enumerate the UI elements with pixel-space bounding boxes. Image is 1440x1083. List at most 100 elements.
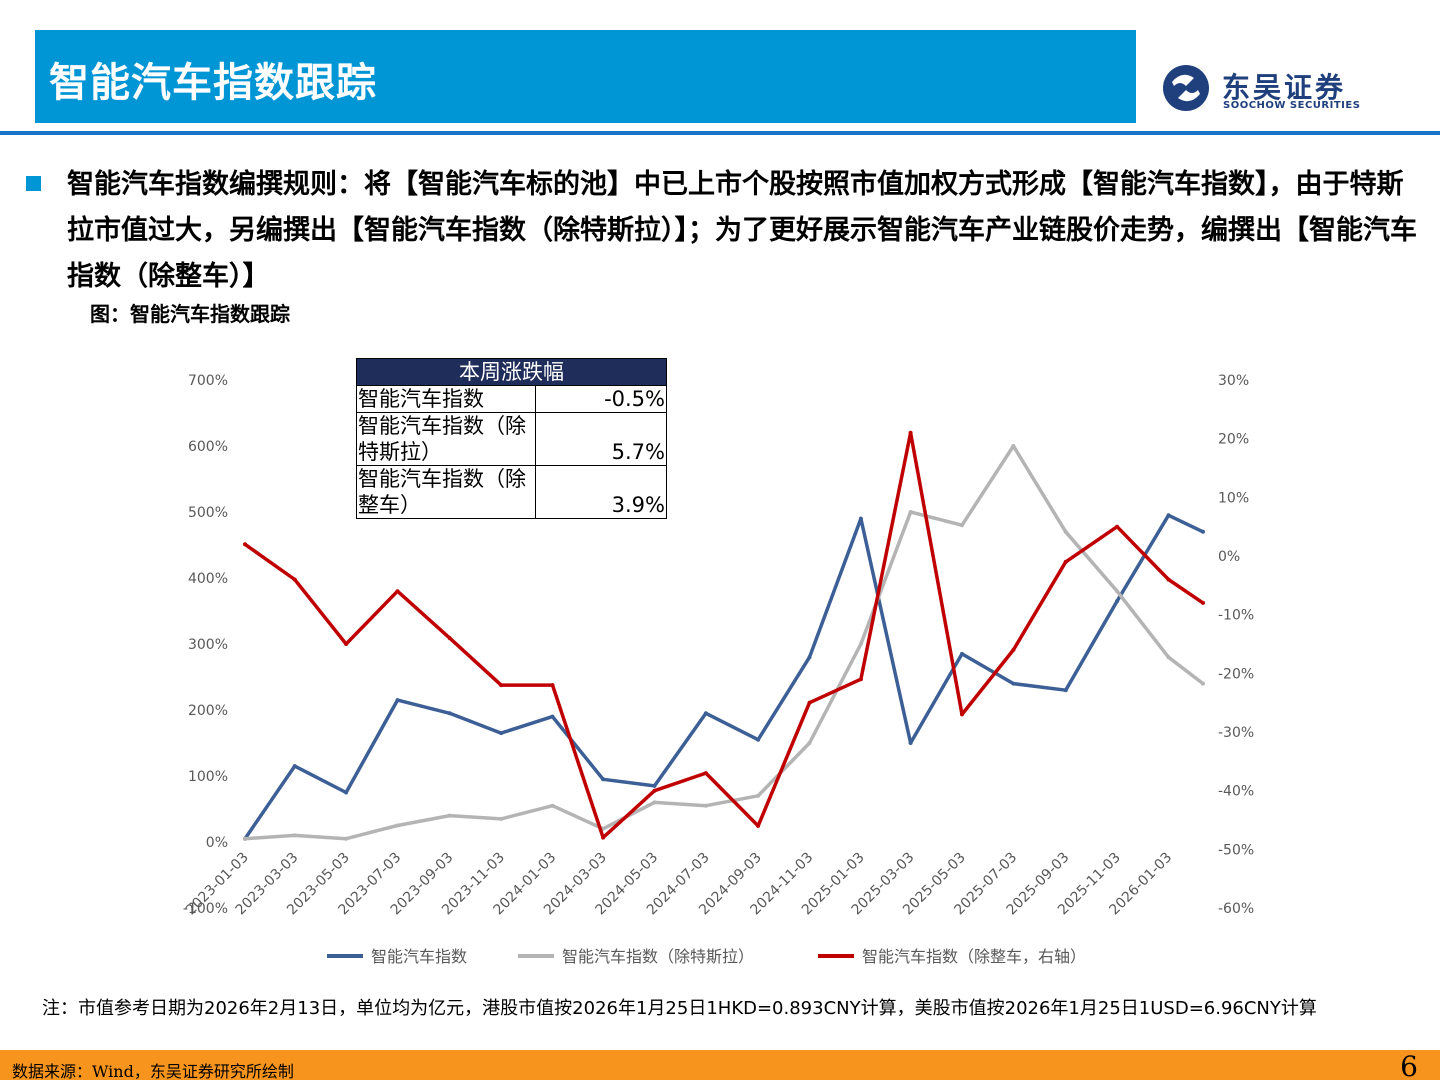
right-axis-tick-label: -10%	[1218, 608, 1254, 624]
data-point	[601, 777, 606, 782]
data-point	[1166, 513, 1171, 518]
right-axis-tick-label: 0%	[1218, 549, 1240, 565]
data-point	[960, 523, 964, 528]
data-point	[1011, 681, 1016, 686]
data-point	[395, 589, 400, 594]
data-point	[1011, 444, 1016, 448]
footnote: 注：市值参考日期为2026年2月13日，单位均为亿元，港股市值按2026年1月2…	[42, 998, 1317, 1019]
table-row-value: 5.7%	[535, 412, 667, 466]
left-axis-tick-label: 0%	[206, 835, 228, 851]
right-axis-tick-label: -60%	[1218, 901, 1254, 917]
data-point	[395, 823, 400, 828]
left-axis-tick-label: -100%	[183, 901, 228, 917]
data-source: 数据来源：Wind，东吴证券研究所绘制	[12, 1062, 294, 1081]
data-point	[807, 700, 812, 705]
data-point	[960, 712, 964, 717]
left-axis-tick-label: 400%	[188, 571, 228, 587]
data-point	[243, 836, 247, 841]
data-point	[1063, 559, 1068, 564]
table-row-label: 智能汽车指数	[356, 385, 536, 413]
data-point	[703, 711, 708, 716]
data-point	[395, 698, 400, 703]
soochow-logo-icon	[1163, 65, 1209, 111]
data-point	[703, 771, 708, 776]
left-axis-tick-label: 300%	[188, 637, 228, 653]
weekly-change-table: 本周涨跌幅 智能汽车指数 -0.5% 智能汽车指数（除特斯拉） 5.7% 智能汽…	[356, 358, 667, 519]
data-point	[960, 651, 964, 656]
header-banner: 智能汽车指数跟踪	[35, 30, 1136, 123]
data-point	[652, 800, 657, 805]
page-number: 6	[1400, 1050, 1418, 1083]
data-point	[1063, 529, 1068, 534]
table-row: 智能汽车指数（除整车） 3.9%	[356, 465, 667, 519]
data-point	[1011, 647, 1016, 652]
data-point	[550, 803, 555, 808]
right-axis-tick-label: 10%	[1218, 490, 1249, 506]
logo-english-name: SOOCHOW SECURITIES	[1223, 100, 1361, 111]
table-row-label: 智能汽车指数（除整车）	[356, 465, 536, 519]
table-row: 智能汽车指数（除特斯拉） 5.7%	[356, 412, 667, 466]
data-point	[858, 677, 863, 682]
table-row-value: 3.9%	[535, 465, 667, 519]
left-axis-tick-label: 600%	[188, 439, 228, 455]
data-point	[1115, 589, 1120, 594]
data-point	[807, 741, 812, 745]
data-point	[703, 803, 708, 808]
table-header: 本周涨跌幅	[356, 358, 667, 386]
bullet-marker	[26, 176, 41, 191]
data-point	[447, 711, 452, 716]
data-point	[344, 836, 349, 841]
data-point	[499, 683, 504, 688]
figure-caption: 图：智能汽车指数跟踪	[90, 302, 290, 326]
series-line-2	[243, 431, 1204, 840]
data-point	[344, 790, 349, 795]
table-row: 智能汽车指数 -0.5%	[356, 385, 667, 413]
index-rule-description: 智能汽车指数编撰规则：将【智能汽车标的池】中已上市个股按照市值加权方式形成【智能…	[67, 169, 1417, 292]
data-point	[499, 731, 504, 736]
data-point	[1201, 600, 1205, 605]
left-axis-tick-label: 200%	[188, 703, 228, 719]
table-row-label: 智能汽车指数（除特斯拉）	[356, 412, 536, 466]
data-point	[1115, 599, 1120, 604]
data-point	[447, 636, 452, 641]
data-point	[858, 516, 863, 521]
data-point	[1201, 681, 1205, 686]
right-axis-tick-label: -50%	[1218, 842, 1254, 858]
data-point	[601, 835, 606, 840]
left-axis-tick-label: 700%	[188, 373, 228, 389]
right-axis-tick-label: -20%	[1218, 666, 1254, 682]
data-point	[499, 816, 504, 821]
legend-label: 智能汽车指数（除特斯拉）	[562, 947, 754, 966]
data-point	[652, 783, 657, 788]
right-axis-tick-label: -30%	[1218, 725, 1254, 741]
index-line-chart: -100% 0% 100% 200% 300% 400% 500% 600% 700% -60%…	[183, 373, 1254, 966]
data-point	[756, 823, 761, 828]
left-axis-tick-label: 100%	[188, 769, 228, 785]
company-logo: 东吴证券 SOOCHOW SECURITIES	[1160, 62, 1370, 114]
data-point	[908, 510, 913, 514]
header-divider	[0, 131, 1440, 135]
data-point	[243, 542, 247, 547]
data-point	[1063, 688, 1068, 693]
data-point	[1201, 529, 1205, 534]
right-axis-tick-label: -40%	[1218, 784, 1254, 800]
data-point	[1166, 655, 1171, 660]
data-point	[292, 764, 297, 769]
data-point	[807, 655, 812, 660]
right-axis-tick-label: 30%	[1218, 373, 1249, 389]
data-point	[908, 741, 913, 745]
data-point	[550, 683, 555, 688]
data-point	[908, 430, 913, 435]
legend-label: 智能汽车指数	[371, 947, 467, 966]
data-point	[1115, 524, 1120, 529]
data-point	[447, 813, 452, 818]
data-point	[652, 788, 657, 793]
left-axis-tick-label: 500%	[188, 505, 228, 521]
data-point	[858, 642, 863, 646]
data-point	[292, 833, 297, 838]
data-point	[756, 793, 761, 798]
data-point	[1166, 577, 1171, 582]
series-line-0	[243, 513, 1204, 840]
data-point	[292, 577, 297, 582]
page-title: 智能汽车指数跟踪	[49, 60, 377, 106]
